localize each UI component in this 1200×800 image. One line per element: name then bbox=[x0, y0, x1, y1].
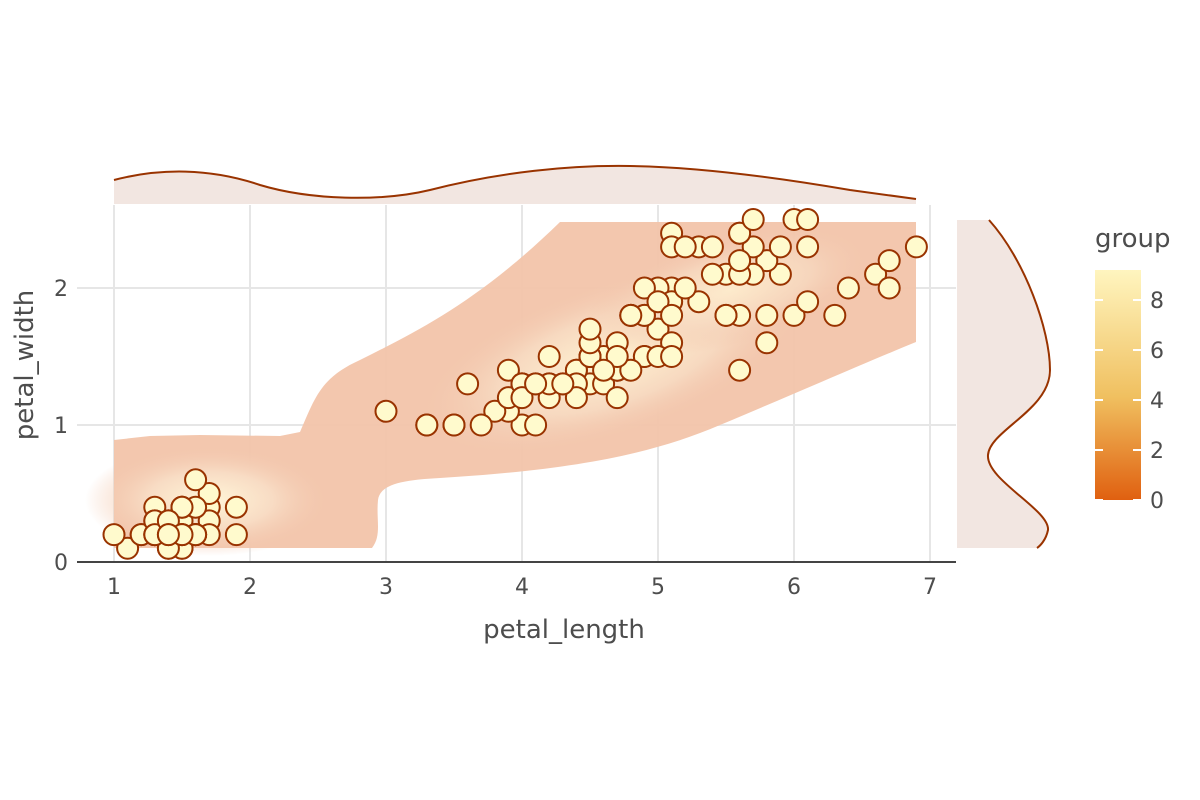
x-tick-label: 3 bbox=[379, 575, 393, 600]
legend-tick-label: 4 bbox=[1150, 389, 1164, 414]
data-point bbox=[632, 276, 656, 300]
marginal-density-y bbox=[957, 219, 1052, 549]
x-axis-title: petal_length bbox=[483, 615, 645, 645]
data-point bbox=[456, 372, 480, 396]
data-point bbox=[687, 290, 711, 314]
data-point bbox=[728, 358, 752, 382]
data-point bbox=[755, 249, 779, 273]
y-axis-title: petal_width bbox=[10, 290, 40, 441]
data-point bbox=[741, 235, 765, 259]
data-point bbox=[700, 262, 724, 286]
data-point bbox=[646, 317, 670, 341]
legend-tick-label: 0 bbox=[1150, 489, 1164, 514]
legend-colorbar bbox=[1095, 270, 1141, 500]
color-legend: group 0 2 4 6 8 bbox=[1095, 224, 1171, 514]
data-point bbox=[796, 235, 820, 259]
data-point bbox=[156, 523, 180, 547]
data-point bbox=[768, 262, 792, 286]
x-tick-label: 5 bbox=[651, 575, 665, 600]
data-point bbox=[673, 235, 697, 259]
data-point bbox=[700, 235, 724, 259]
x-tick-label: 6 bbox=[787, 575, 801, 600]
data-point bbox=[619, 358, 643, 382]
data-point bbox=[660, 345, 684, 368]
data-point bbox=[592, 358, 616, 382]
legend-tick-label: 2 bbox=[1150, 439, 1164, 464]
data-point bbox=[864, 262, 888, 286]
data-point bbox=[524, 413, 548, 437]
data-point bbox=[197, 482, 221, 505]
data-point bbox=[374, 399, 398, 423]
data-point bbox=[796, 290, 820, 314]
data-point bbox=[673, 276, 697, 300]
data-point bbox=[605, 386, 629, 410]
data-point bbox=[551, 372, 575, 396]
data-point bbox=[442, 413, 466, 437]
data-point bbox=[782, 303, 806, 327]
data-point bbox=[564, 386, 588, 410]
data-point bbox=[483, 399, 507, 423]
x-tick-label: 1 bbox=[107, 575, 121, 600]
tick-labels: 1 2 3 4 5 6 7 0 1 2 bbox=[54, 277, 937, 600]
data-point bbox=[224, 523, 248, 547]
data-point bbox=[836, 276, 860, 300]
data-point bbox=[660, 303, 684, 327]
legend-tick-label: 6 bbox=[1150, 339, 1164, 364]
data-point bbox=[728, 249, 752, 273]
data-point bbox=[510, 386, 534, 410]
data-point bbox=[877, 249, 901, 273]
marginal-y-curve bbox=[986, 219, 1052, 549]
legend-ticks: 0 2 4 6 8 bbox=[1095, 289, 1164, 514]
marginal-density-x bbox=[113, 164, 917, 204]
data-point bbox=[170, 495, 194, 519]
data-point bbox=[415, 413, 439, 437]
data-point bbox=[728, 221, 752, 245]
data-point bbox=[741, 208, 765, 231]
y-tick-label: 2 bbox=[54, 277, 68, 302]
data-point bbox=[578, 317, 602, 341]
x-tick-label: 7 bbox=[923, 575, 937, 600]
data-point bbox=[904, 235, 928, 259]
data-point bbox=[877, 276, 901, 300]
legend-tick-label: 8 bbox=[1150, 289, 1164, 314]
data-point bbox=[768, 235, 792, 259]
marginal-x-fill bbox=[114, 165, 916, 204]
y-tick-label: 1 bbox=[54, 414, 68, 439]
data-point bbox=[605, 345, 629, 368]
x-tick-label: 4 bbox=[515, 575, 529, 600]
marginal-y-fill bbox=[957, 220, 1050, 548]
data-point bbox=[755, 303, 779, 327]
x-tick-label: 2 bbox=[243, 575, 257, 600]
data-point bbox=[224, 495, 248, 519]
scatter-points bbox=[102, 208, 928, 560]
data-point bbox=[619, 303, 643, 327]
y-tick-label: 0 bbox=[54, 551, 68, 576]
data-point bbox=[524, 372, 548, 396]
legend-title: group bbox=[1095, 224, 1171, 254]
data-point bbox=[184, 468, 208, 492]
data-point bbox=[116, 536, 140, 560]
data-point bbox=[646, 290, 670, 314]
data-point bbox=[496, 358, 520, 382]
data-point bbox=[537, 345, 561, 368]
data-point bbox=[755, 331, 779, 355]
data-point bbox=[102, 523, 126, 547]
data-point bbox=[469, 413, 493, 437]
data-point bbox=[796, 208, 820, 231]
data-point bbox=[714, 303, 738, 327]
data-point bbox=[823, 303, 847, 327]
marginal-x-curve bbox=[113, 164, 917, 200]
